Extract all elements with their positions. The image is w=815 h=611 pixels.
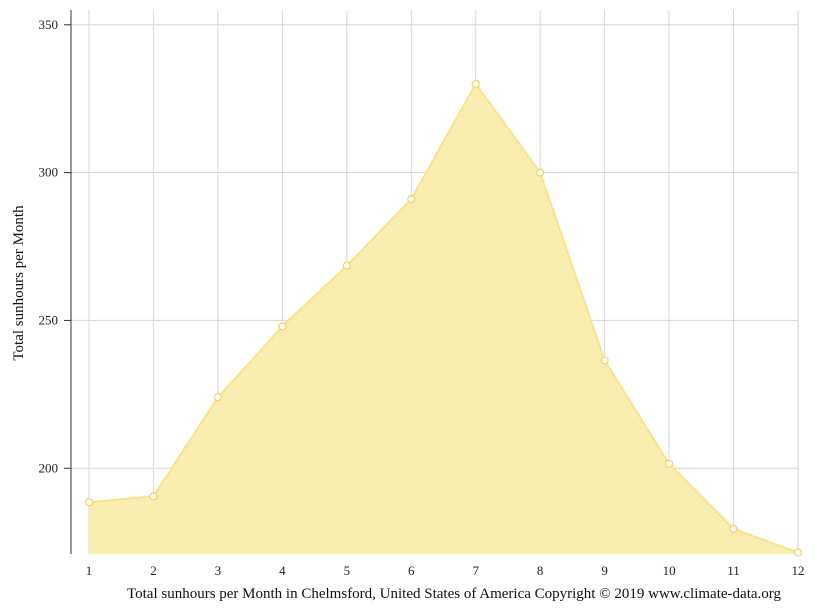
data-point-5 [342, 261, 351, 270]
data-point-12 [793, 548, 803, 557]
data-point-8 [536, 168, 545, 177]
x-tick-label-5: 5 [344, 563, 351, 578]
x-tick-label-8: 8 [537, 563, 544, 578]
x-tick-label-12: 12 [792, 563, 805, 578]
data-point-3 [213, 393, 223, 402]
x-tick-label-1: 1 [86, 563, 93, 578]
x-tick-label-9: 9 [601, 563, 608, 578]
x-tick-label-2: 2 [150, 563, 157, 578]
x-tick-label-6: 6 [408, 563, 415, 578]
data-point-6 [407, 195, 416, 204]
y-tick-labels: 200 250 300 350 [39, 17, 59, 475]
x-tick-label-4: 4 [279, 563, 286, 578]
y-tick-label-200: 200 [39, 460, 59, 475]
data-points [84, 79, 803, 557]
data-point-7 [471, 79, 480, 89]
x-tick-labels: 1 2 3 4 5 6 7 8 9 10 11 12 [86, 563, 805, 578]
area-series [88, 82, 799, 555]
axes [64, 10, 72, 554]
data-point-10 [664, 459, 674, 468]
y-tick-label-350: 350 [39, 17, 59, 32]
x-tick-label-3: 3 [215, 563, 222, 578]
chart-caption: Total sunhours per Month in Chelmsford, … [127, 586, 781, 602]
data-point-9 [600, 356, 609, 365]
data-point-11 [729, 524, 738, 533]
x-tick-label-7: 7 [472, 563, 479, 578]
x-tick-label-11: 11 [727, 563, 740, 578]
data-point-1 [84, 498, 94, 507]
area-fill [89, 83, 798, 555]
data-point-4 [278, 322, 287, 331]
y-axis-title: Total sunhours per Month [11, 205, 27, 361]
x-tick-label-10: 10 [663, 563, 676, 578]
y-tick-label-250: 250 [39, 312, 59, 327]
data-point-2 [149, 492, 158, 501]
y-tick-label-300: 300 [39, 165, 59, 180]
series-line [88, 82, 799, 554]
